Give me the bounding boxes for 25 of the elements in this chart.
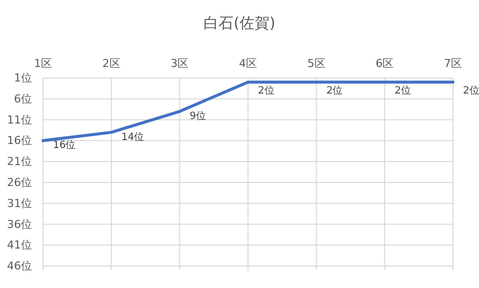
chart-title: 白石(佐賀) (204, 14, 276, 32)
data-label: 16位 (53, 139, 76, 152)
data-label: 14位 (121, 130, 144, 143)
x-tick-label: 5区 (307, 57, 326, 70)
data-label: 2位 (258, 84, 274, 97)
y-tick-label: 1位 (14, 72, 32, 85)
y-tick-label: 36位 (7, 218, 32, 231)
data-label: 2位 (394, 84, 412, 97)
data-label: 2位 (326, 84, 343, 97)
data-label: 9位 (190, 110, 206, 122)
x-tick-label: 4区 (239, 57, 257, 70)
y-tick-label: 41位 (7, 238, 32, 252)
data-label: 2位 (463, 84, 479, 97)
x-tick-label: 2区 (102, 57, 120, 70)
y-tick-label: 6位 (14, 92, 32, 106)
y-tick-label: 31位 (7, 196, 32, 210)
x-tick-label: 6区 (376, 57, 394, 70)
y-tick-label: 26位 (7, 176, 32, 189)
y-tick-label: 46位 (7, 260, 32, 273)
y-tick-label: 16位 (7, 134, 32, 148)
x-tick-label: 3区 (170, 57, 189, 70)
x-tick-label: 7区 (444, 57, 462, 70)
y-tick-label: 11位 (7, 113, 32, 126)
x-tick-label: 1区 (34, 57, 52, 70)
y-tick-label: 21位 (7, 155, 32, 168)
